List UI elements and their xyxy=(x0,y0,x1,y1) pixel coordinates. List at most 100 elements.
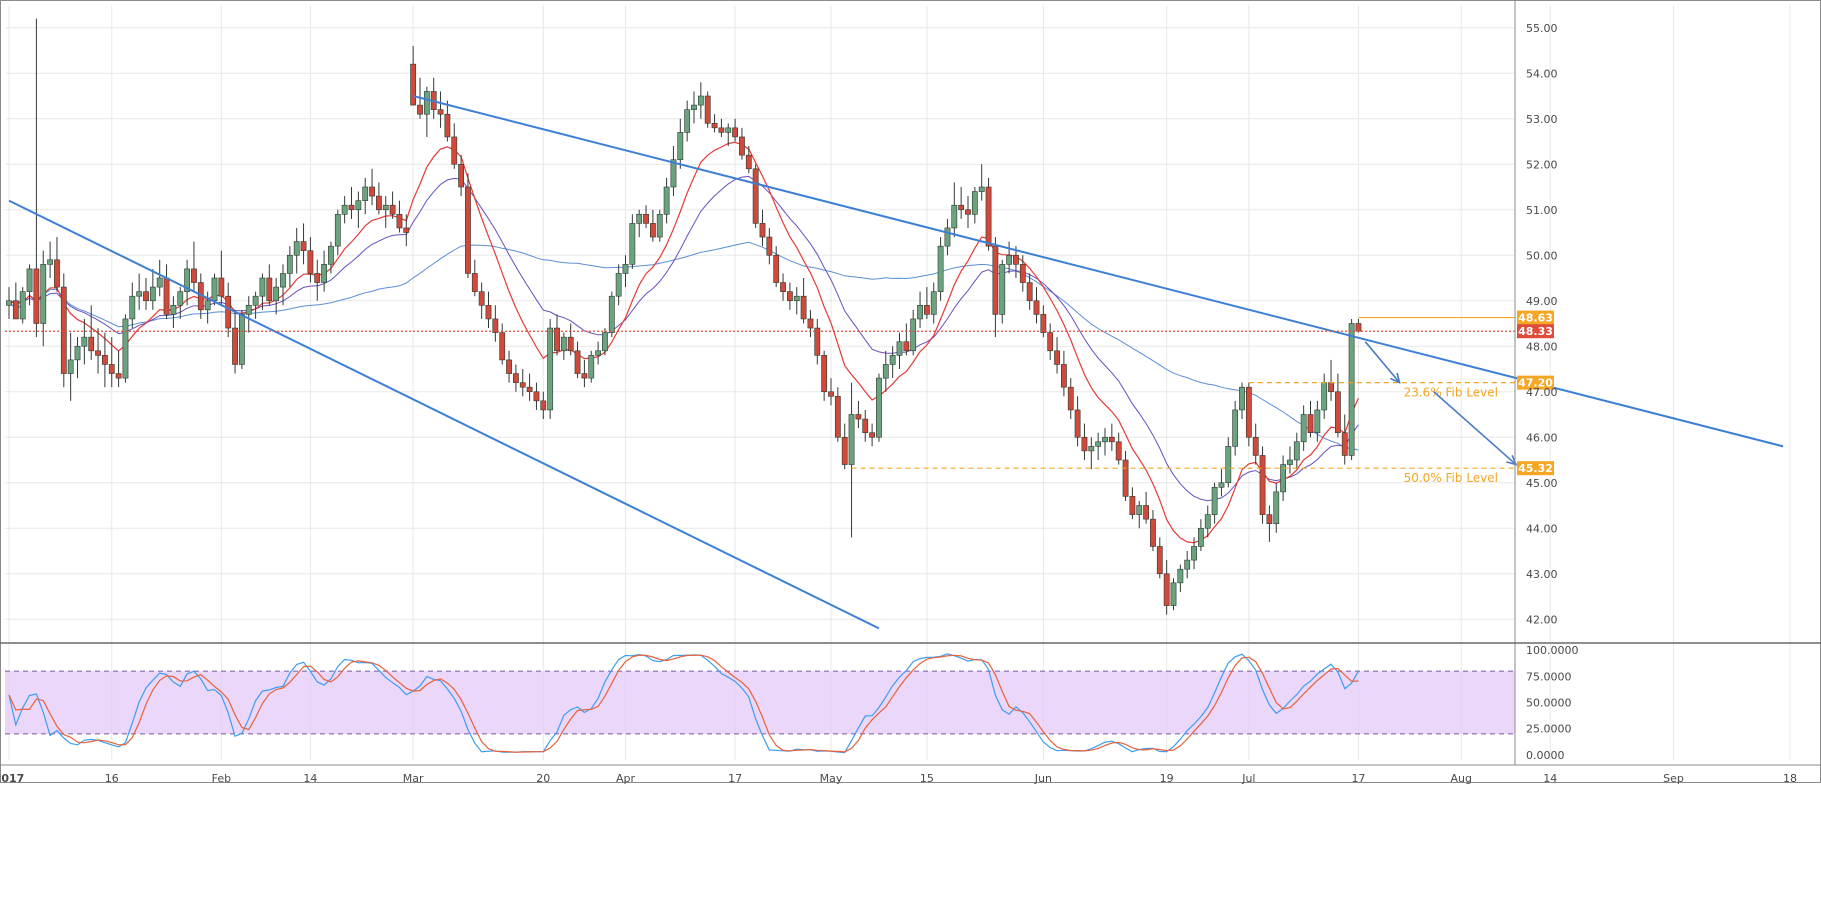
candle-body xyxy=(1307,414,1314,434)
candle-body xyxy=(458,163,464,188)
time-tick-label: 19 xyxy=(1160,772,1174,785)
candle xyxy=(684,100,691,142)
price-level-tag xyxy=(1517,324,1554,339)
candle-body xyxy=(649,223,656,238)
candle xyxy=(1013,246,1019,278)
price-tick-label: 47.00 xyxy=(1526,386,1558,399)
candle xyxy=(1198,519,1204,551)
candle xyxy=(649,209,656,242)
projection-arrow-head xyxy=(1506,455,1518,466)
candle-body xyxy=(485,304,492,320)
candle-body xyxy=(115,373,122,379)
candle-body xyxy=(1163,573,1170,606)
candle-body xyxy=(1122,459,1129,497)
candle xyxy=(739,127,745,160)
candle-body xyxy=(293,241,300,256)
candle xyxy=(821,350,828,401)
candle xyxy=(965,196,971,228)
candle-body xyxy=(321,264,327,283)
candle-body xyxy=(177,291,184,306)
candle-body xyxy=(732,127,738,138)
candle-body xyxy=(211,277,218,302)
candle xyxy=(999,259,1006,324)
price-tick-label: 51.00 xyxy=(1526,204,1558,217)
candle-body xyxy=(54,259,60,288)
candle-body xyxy=(828,391,834,397)
candle xyxy=(951,182,958,238)
candle xyxy=(560,332,567,360)
candle-body xyxy=(917,304,923,320)
candle-body xyxy=(266,277,273,302)
candle xyxy=(266,264,273,306)
candle-body xyxy=(1252,436,1259,456)
candle-body xyxy=(745,154,752,170)
candle xyxy=(286,246,293,288)
candle-body xyxy=(47,259,53,265)
candle xyxy=(1033,287,1040,324)
candle xyxy=(574,341,581,379)
candle-body xyxy=(1348,323,1355,456)
candle-body xyxy=(814,327,821,356)
time-tick-label: Jul xyxy=(1241,772,1255,785)
candle xyxy=(314,259,321,301)
candle-body xyxy=(821,355,828,393)
candle xyxy=(786,282,793,310)
candle-body xyxy=(602,332,608,352)
candle-body xyxy=(615,273,622,297)
candle-body xyxy=(389,204,396,215)
candle xyxy=(40,250,47,347)
candle xyxy=(102,332,108,388)
candle-body xyxy=(1355,323,1362,332)
candle-body xyxy=(170,304,177,315)
candle xyxy=(163,264,170,319)
candle-body xyxy=(622,264,629,274)
candle-body xyxy=(554,327,560,352)
candle xyxy=(389,191,396,219)
candle-body xyxy=(923,304,930,315)
candle xyxy=(663,177,670,224)
candle xyxy=(944,218,951,256)
candle-body xyxy=(239,314,245,365)
candle-body xyxy=(937,245,944,292)
candle-body xyxy=(1177,568,1184,584)
candle-body xyxy=(225,295,232,329)
candle xyxy=(1191,537,1197,570)
candle-body xyxy=(1198,527,1204,547)
stochastic-band xyxy=(5,671,1515,734)
price-tick-label: 43.00 xyxy=(1526,568,1558,581)
candle-body xyxy=(355,200,362,211)
candle-body xyxy=(855,414,862,420)
candle xyxy=(444,100,451,142)
candle xyxy=(60,273,67,388)
candle-body xyxy=(793,295,800,302)
stochastic-tick-label: 75.0000 xyxy=(1526,670,1572,683)
candle xyxy=(759,209,766,247)
candle-body xyxy=(67,359,74,374)
candle-body xyxy=(882,364,889,379)
candle-body xyxy=(725,127,732,133)
candle-body xyxy=(1341,432,1348,456)
candle-body xyxy=(184,268,190,292)
candle-body xyxy=(156,277,163,288)
candle xyxy=(300,223,307,265)
candle xyxy=(12,282,19,320)
candle-body xyxy=(492,318,499,333)
candle xyxy=(307,237,314,283)
candle xyxy=(1218,469,1225,497)
candle-body xyxy=(663,186,670,215)
price-level-tag xyxy=(1517,461,1554,476)
candle-body xyxy=(6,300,12,306)
candle xyxy=(499,323,506,365)
candle xyxy=(1026,273,1033,310)
candle-body xyxy=(163,277,170,315)
candle-body xyxy=(978,186,985,192)
candle xyxy=(204,291,211,324)
candle xyxy=(177,287,184,319)
fib-level-label: 50.0% Fib Level xyxy=(1404,471,1498,485)
price-tick-label: 55.00 xyxy=(1526,22,1558,35)
candle-body xyxy=(629,223,636,265)
candle xyxy=(1136,500,1143,529)
candle xyxy=(876,373,882,442)
stochastic-tick-label: 0.0000 xyxy=(1526,749,1565,762)
